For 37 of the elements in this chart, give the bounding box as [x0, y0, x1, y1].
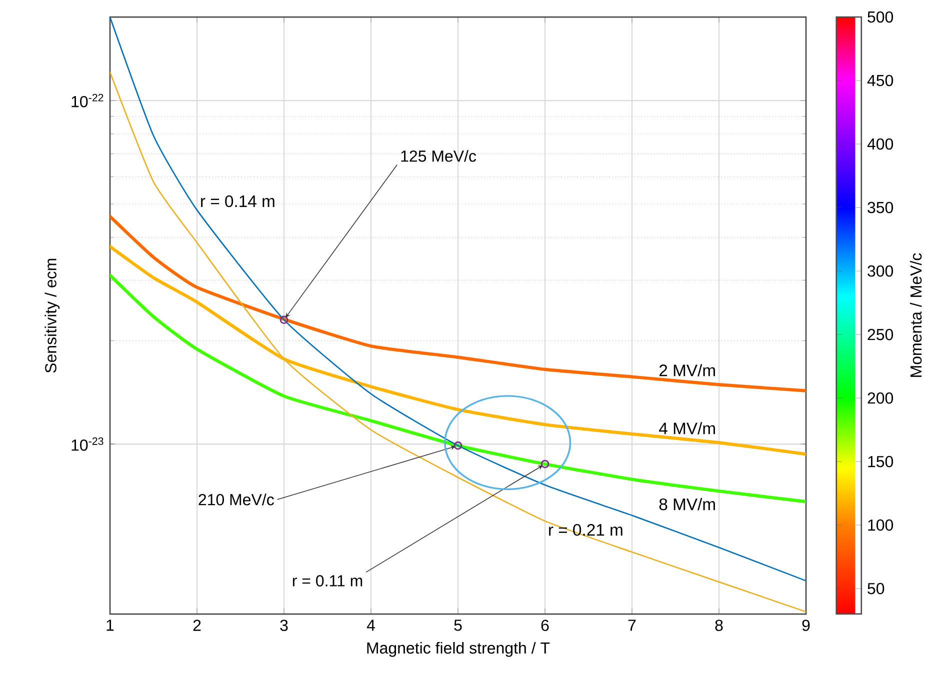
- color-bar-label: 250: [868, 328, 894, 340]
- color-bar-label: 200: [868, 392, 894, 404]
- annotation: 125 MeV/c: [401, 150, 476, 162]
- line-series: [110, 244, 806, 456]
- color-bar-label: 150: [868, 456, 894, 468]
- y-tick-label: 10$^{-22}$: [72, 94, 104, 108]
- series-label: 2 MV/m: [659, 364, 715, 376]
- x-tick-label: 4: [366, 620, 375, 631]
- x-tick-label: 3: [280, 620, 288, 632]
- color-bar-title: Momenta / MeV/c: [910, 253, 922, 377]
- color-bar-label: 400: [867, 138, 894, 150]
- series-label: r = 0.14 m: [201, 195, 274, 208]
- y-axis-title: Sensitivity / ecm: [44, 258, 60, 373]
- series-label: r = 0.21 m: [549, 524, 622, 536]
- x-tick-label: 9: [802, 620, 810, 632]
- line-series: [110, 214, 806, 392]
- color-bar-label: 500: [868, 11, 894, 23]
- point: [540, 460, 550, 468]
- x-tick-label: 8: [715, 620, 723, 632]
- x-tick-label: 7: [628, 620, 636, 631]
- y-tick-label: 10$^{-23}$: [72, 437, 104, 451]
- annotation: 210 MeV/c: [198, 494, 274, 506]
- x-tick-label: 6: [541, 620, 549, 632]
- x-tick-label: 2: [193, 620, 201, 631]
- series-label: 4 MV/m: [659, 422, 715, 434]
- point: [280, 316, 288, 324]
- color-bar-label: 350: [868, 202, 894, 214]
- point: [454, 441, 462, 450]
- color-bar-label: 50: [868, 582, 884, 594]
- x-tick-label: 1: [106, 620, 114, 631]
- annotation: r = 0.11 m: [292, 575, 362, 586]
- color-bar-label: 100: [868, 519, 894, 531]
- color-bar-label: 300: [868, 265, 894, 277]
- color-bar-label: 450: [867, 74, 894, 86]
- x-axis-title: Magnetic field strength / T: [367, 642, 550, 657]
- series-label: 8 MV/m: [659, 498, 715, 510]
- x-tick-label: 5: [454, 620, 462, 631]
